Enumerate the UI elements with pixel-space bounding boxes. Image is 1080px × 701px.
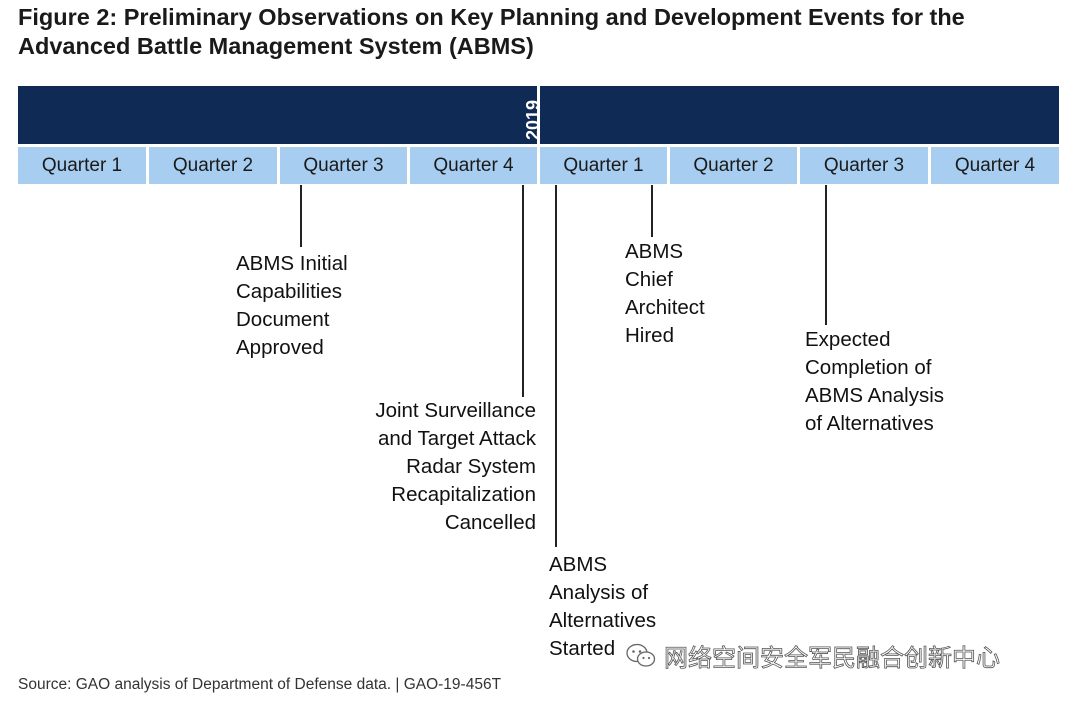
year-band-2019: 2019: [523, 86, 1059, 144]
quarter-2018-q2: Quarter 2: [149, 147, 277, 184]
year-label-2019: 2019: [523, 99, 543, 140]
connector-ics-approved: [300, 185, 302, 247]
quarter-2018-q4: Quarter 4: [410, 147, 537, 184]
event-aoa-completion: Expected Completion of ABMS Analysis of …: [805, 328, 944, 435]
quarter-2019-q2: Quarter 2: [670, 147, 797, 184]
year-band-2018: 2018: [1, 86, 537, 144]
quarter-2018-q1: Quarter 1: [18, 147, 146, 184]
quarter-2019-q3: Quarter 3: [800, 147, 928, 184]
figure-title: Figure 2: Preliminary Observations on Ke…: [18, 4, 965, 59]
connector-aoa-completion: [825, 185, 827, 325]
connector-jstars-cancelled: [522, 185, 524, 397]
connector-aoa-started: [555, 185, 557, 547]
event-ics-approved: ABMS Initial Capabilities Document Appro…: [236, 252, 348, 359]
year-label-2018: 2018: [1, 99, 21, 140]
chat-bubble-icon: [626, 643, 656, 669]
watermark-text: 网络空间安全军民融合创新中心: [664, 645, 1001, 673]
event-jstars-cancelled: Joint Surveillance and Target Attack Rad…: [375, 399, 536, 534]
event-aoa-started: ABMS Analysis of Alternatives Started: [549, 553, 657, 660]
connector-architect-hired: [651, 185, 653, 237]
event-architect-hired: ABMS Chief Architect Hired: [625, 240, 705, 347]
quarter-2018-q3: Quarter 3: [280, 147, 407, 184]
quarter-2019-q1: Quarter 1: [540, 147, 667, 184]
quarter-2019-q4: Quarter 4: [931, 147, 1059, 184]
watermark: 网络空间安全军民融合创新中心: [626, 638, 1000, 673]
source-note: Source: GAO analysis of Department of De…: [18, 676, 502, 693]
